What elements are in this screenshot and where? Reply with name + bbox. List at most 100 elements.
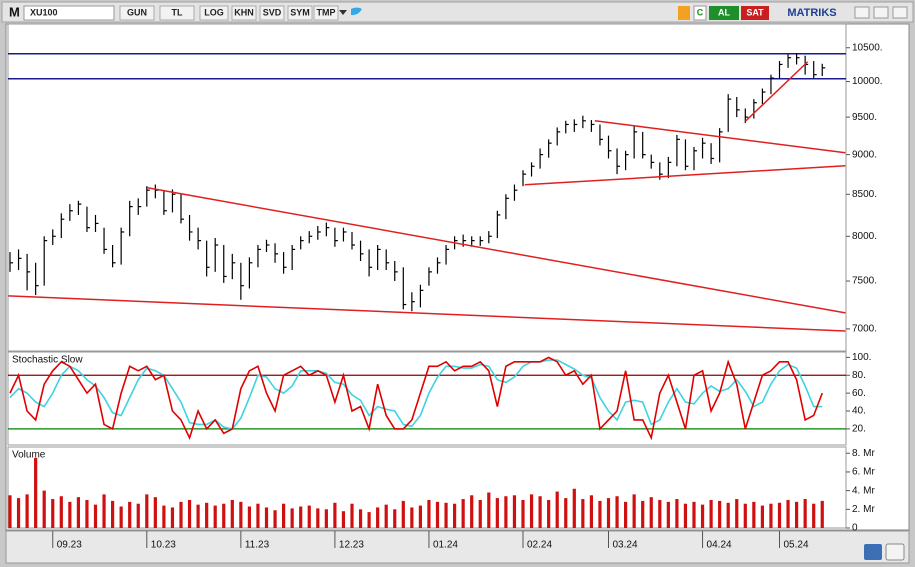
dropdown-arrow[interactable] bbox=[339, 10, 347, 15]
volume-bar bbox=[735, 499, 739, 528]
volume-bar bbox=[547, 499, 551, 528]
volume-bar bbox=[230, 499, 234, 528]
volume-bar bbox=[658, 499, 662, 528]
y-tick-label: 9000. bbox=[852, 149, 877, 160]
toolbar-button[interactable] bbox=[199, 5, 229, 21]
volume-bar bbox=[512, 495, 517, 528]
volume-bar bbox=[51, 499, 55, 528]
volume-bar bbox=[59, 496, 63, 528]
volume-bar bbox=[170, 507, 175, 528]
x-tick-label: 11.23 bbox=[245, 540, 270, 551]
time-axis-strip bbox=[5, 530, 910, 564]
symbol-box[interactable] bbox=[23, 5, 115, 21]
volume-bar bbox=[743, 503, 747, 528]
volume-bar bbox=[555, 491, 559, 528]
settings-button[interactable] bbox=[885, 543, 905, 561]
volume-bar bbox=[42, 490, 46, 528]
volume-bar bbox=[624, 501, 628, 528]
volume-bar bbox=[820, 500, 824, 528]
trend-line bbox=[8, 295, 846, 332]
volume-bar bbox=[282, 503, 286, 528]
volume-bar bbox=[726, 502, 730, 528]
volume-bar bbox=[187, 499, 192, 528]
volume-bar bbox=[341, 511, 346, 528]
volume-bar bbox=[273, 510, 277, 528]
sell-label: SAT bbox=[746, 7, 764, 17]
trend-line bbox=[524, 165, 846, 186]
volume-bar bbox=[461, 499, 465, 528]
y-tick-label: 8000. bbox=[852, 231, 877, 242]
stochastic-line bbox=[9, 359, 823, 430]
volume-bar bbox=[427, 499, 431, 528]
sell-button[interactable] bbox=[741, 6, 769, 20]
volume-bar bbox=[196, 504, 200, 528]
volume-bar bbox=[504, 496, 508, 528]
volume-bar bbox=[538, 496, 542, 528]
y-tick-label: 100. bbox=[852, 352, 871, 363]
x-tick-label: 01.24 bbox=[433, 540, 458, 551]
volume-bar bbox=[333, 502, 337, 528]
x-tick-label: 03.24 bbox=[613, 540, 638, 551]
stochastic-panel bbox=[7, 351, 847, 446]
y-tick-label: 6. Mr bbox=[852, 467, 875, 478]
y-tick-label: 2. Mr bbox=[852, 504, 875, 515]
panel-title: Stochastic Slow bbox=[12, 355, 83, 366]
volume-bar bbox=[128, 501, 132, 528]
flash-icon[interactable] bbox=[678, 6, 690, 20]
volume-bar bbox=[769, 503, 773, 528]
volume-bar bbox=[812, 503, 816, 528]
y-tick-label: 80. bbox=[852, 370, 866, 381]
volume-bar bbox=[393, 509, 397, 528]
volume-bar bbox=[307, 505, 311, 528]
volume-bar bbox=[709, 499, 713, 528]
y-tick-label: 8500. bbox=[852, 189, 877, 200]
volume-bar bbox=[581, 499, 585, 528]
volume-bar bbox=[752, 501, 756, 528]
toolbar-button-label: GUN bbox=[127, 7, 147, 17]
minimize-button[interactable] bbox=[854, 6, 870, 19]
sync-button[interactable] bbox=[864, 544, 882, 560]
toolbar-button[interactable] bbox=[119, 5, 155, 21]
c-button[interactable] bbox=[693, 5, 707, 21]
volume-bar bbox=[264, 507, 269, 528]
volume-bar bbox=[401, 500, 405, 528]
volume-bar bbox=[367, 512, 371, 528]
close-button[interactable] bbox=[892, 6, 908, 19]
twitter-icon[interactable] bbox=[351, 7, 362, 16]
x-tick-label: 12.23 bbox=[339, 540, 364, 551]
volume-panel bbox=[7, 446, 847, 529]
x-tick-label: 02.24 bbox=[527, 540, 552, 551]
volume-bar bbox=[376, 507, 380, 528]
buy-button[interactable] bbox=[709, 6, 739, 20]
volume-bar bbox=[444, 502, 448, 528]
volume-bar bbox=[683, 503, 688, 528]
toolbar-button[interactable] bbox=[313, 5, 339, 21]
y-tick-label: 8. Mr bbox=[852, 448, 875, 459]
volume-bar bbox=[649, 497, 653, 528]
volume-bar bbox=[358, 509, 363, 528]
toolbar-button-label: SVD bbox=[263, 7, 282, 17]
y-tick-label: 0 bbox=[852, 523, 858, 534]
volume-bar bbox=[418, 505, 422, 528]
toolbar-button-label: SYM bbox=[290, 7, 310, 17]
y-tick-label: 10000. bbox=[852, 76, 883, 87]
volume-bar bbox=[632, 494, 636, 528]
volume-bar bbox=[589, 495, 593, 528]
trend-line bbox=[147, 187, 846, 314]
brand: MATRIKS bbox=[787, 7, 836, 19]
y-tick-label: 60. bbox=[852, 388, 866, 399]
x-tick-label: 09.23 bbox=[57, 540, 82, 551]
toolbar-button[interactable] bbox=[159, 5, 195, 21]
toolbar-button[interactable] bbox=[231, 5, 257, 21]
volume-bar bbox=[76, 497, 80, 528]
volume-bar bbox=[239, 501, 243, 528]
volume-bar bbox=[606, 498, 611, 528]
toolbar-button[interactable] bbox=[287, 5, 313, 21]
toolbar-button[interactable] bbox=[259, 5, 285, 21]
y-tick-label: 20. bbox=[852, 424, 866, 435]
volume-bar bbox=[153, 497, 157, 528]
volume-bar bbox=[93, 504, 98, 528]
volume-bar bbox=[777, 502, 782, 528]
maximize-button[interactable] bbox=[873, 6, 889, 19]
